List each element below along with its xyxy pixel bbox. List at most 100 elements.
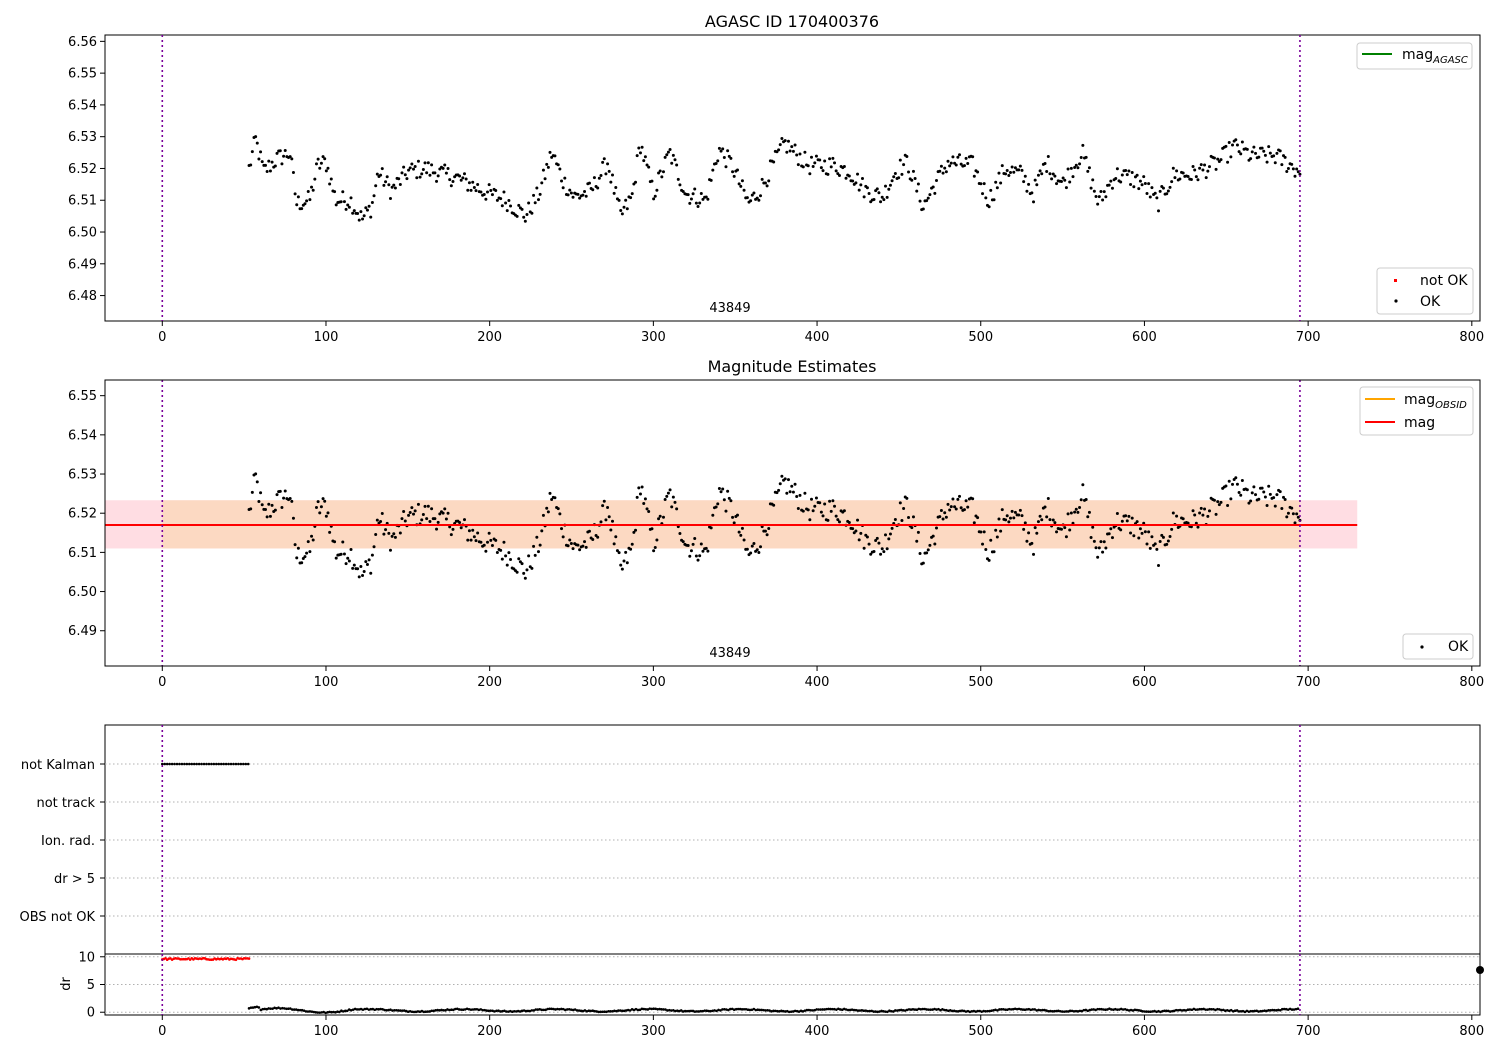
ok-point bbox=[430, 507, 434, 511]
xtick-label: 800 bbox=[1459, 675, 1484, 690]
ok-point bbox=[611, 173, 615, 177]
ok-point bbox=[1023, 521, 1027, 525]
ok-point bbox=[694, 554, 698, 558]
dr-ok-point bbox=[563, 1008, 567, 1012]
ytick-label: 6.54 bbox=[68, 428, 97, 443]
ok-point bbox=[308, 198, 312, 202]
ok-point bbox=[951, 155, 955, 159]
ok-point bbox=[435, 179, 439, 183]
ok-point bbox=[321, 497, 325, 501]
ok-point bbox=[319, 505, 323, 509]
dr-ok-point bbox=[1176, 1008, 1180, 1012]
ok-point bbox=[392, 183, 396, 187]
ok-point bbox=[1157, 209, 1161, 213]
dr-not-ok-point bbox=[234, 958, 238, 962]
flag-point bbox=[224, 762, 228, 766]
ok-point bbox=[466, 188, 470, 192]
ok-point bbox=[523, 219, 527, 223]
ok-point bbox=[295, 556, 299, 560]
ok-point bbox=[943, 511, 947, 515]
ok-point bbox=[259, 491, 263, 495]
ok-point bbox=[1120, 519, 1124, 523]
dr-ok-point bbox=[1135, 1008, 1139, 1012]
dr-ok-point bbox=[1115, 1008, 1119, 1011]
ok-point bbox=[1012, 516, 1016, 520]
ok-point bbox=[1005, 169, 1009, 173]
ok-point bbox=[556, 163, 560, 167]
dr-ok-point bbox=[1257, 1010, 1260, 1013]
ok-point bbox=[1224, 144, 1228, 148]
dr-ok-point bbox=[554, 1008, 557, 1011]
ok-point bbox=[265, 515, 269, 519]
dr-ok-point bbox=[408, 1009, 412, 1013]
dr-ok-point bbox=[811, 1009, 815, 1012]
panel2-data-points bbox=[247, 472, 1302, 580]
flag-point bbox=[232, 762, 235, 766]
ok-point bbox=[1107, 183, 1111, 187]
ok-point bbox=[265, 169, 269, 173]
ok-point bbox=[273, 508, 277, 512]
ok-point bbox=[818, 501, 822, 505]
dr-ok-point bbox=[361, 1008, 365, 1011]
ok-point bbox=[928, 193, 932, 197]
ok-point bbox=[653, 545, 657, 549]
ok-point bbox=[652, 197, 656, 201]
dr-ok-point bbox=[334, 1011, 337, 1014]
ok-point bbox=[691, 192, 695, 196]
ok-point bbox=[686, 543, 690, 547]
dr-ok-point bbox=[1188, 1008, 1192, 1011]
dr-ok-point bbox=[844, 1008, 848, 1011]
dr-ok-point bbox=[748, 1008, 752, 1012]
dr-ok-point bbox=[831, 1007, 834, 1011]
dr-ok-point bbox=[518, 1010, 522, 1013]
ok-point bbox=[541, 513, 545, 517]
ok-point bbox=[1055, 530, 1059, 534]
ok-point bbox=[1066, 512, 1070, 516]
dr-ok-point bbox=[1064, 1010, 1068, 1013]
ok-point bbox=[1135, 520, 1139, 524]
ok-point bbox=[607, 515, 611, 519]
ok-point bbox=[916, 182, 920, 186]
ok-point bbox=[356, 567, 360, 571]
dr-ok-point bbox=[522, 1009, 526, 1012]
dr-ok-point bbox=[347, 1008, 351, 1011]
ok-point bbox=[693, 187, 697, 191]
dr-ok-point bbox=[895, 1009, 899, 1012]
ok-point bbox=[791, 149, 795, 153]
ok-point bbox=[412, 167, 416, 171]
dr-ok-point bbox=[1282, 1007, 1286, 1011]
dr-ok-point bbox=[300, 1008, 304, 1012]
ok-point bbox=[517, 557, 521, 561]
dr-ok-point bbox=[607, 1009, 610, 1013]
ok-point bbox=[982, 530, 986, 534]
dr-ok-point bbox=[996, 1009, 999, 1012]
ok-point bbox=[1158, 539, 1162, 543]
ok-point bbox=[1079, 156, 1083, 160]
dr-ok-point bbox=[479, 1008, 483, 1011]
flag-label: OBS not OK bbox=[20, 910, 96, 925]
flag-label: Ion. rad. bbox=[41, 834, 95, 849]
dr-ok-point bbox=[452, 1008, 455, 1012]
ok-point bbox=[745, 196, 749, 200]
ok-point bbox=[962, 508, 966, 512]
ok-point bbox=[897, 176, 901, 180]
ytick-label: 6.50 bbox=[68, 585, 97, 600]
ok-point bbox=[1129, 183, 1133, 187]
ok-point bbox=[944, 515, 948, 519]
dr-ok-point bbox=[353, 1007, 357, 1011]
dr-ok-point bbox=[1284, 1007, 1288, 1011]
ok-point bbox=[467, 181, 471, 185]
ok-point bbox=[365, 208, 369, 212]
ok-point bbox=[520, 562, 524, 566]
ok-point bbox=[831, 156, 835, 160]
ok-point bbox=[1089, 186, 1093, 190]
dr-ok-point bbox=[864, 1009, 868, 1012]
ok-point bbox=[351, 211, 355, 215]
ok-point bbox=[1032, 200, 1036, 204]
ok-point bbox=[803, 491, 807, 495]
ok-point bbox=[578, 548, 582, 552]
dr-ok-point bbox=[320, 1011, 324, 1014]
ok-point bbox=[844, 176, 848, 180]
ok-point bbox=[989, 538, 993, 542]
dr-ok-point bbox=[994, 1008, 997, 1012]
